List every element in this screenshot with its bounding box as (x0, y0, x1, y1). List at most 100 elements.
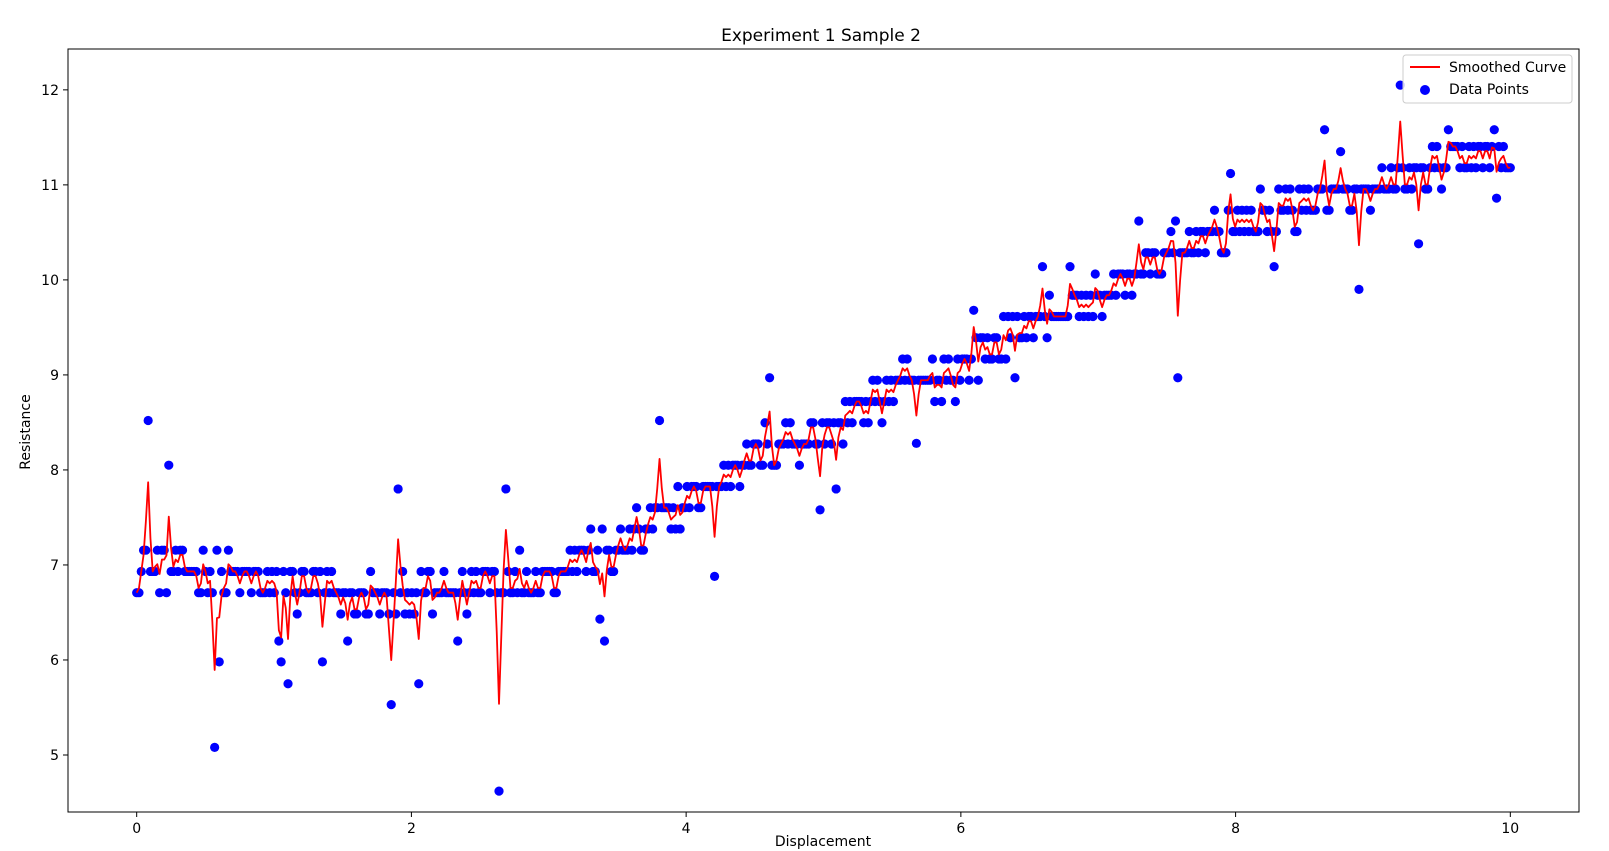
data-point (1319, 125, 1330, 135)
data-point (1471, 163, 1481, 173)
data-point (586, 524, 596, 534)
data-point (386, 700, 396, 710)
data-point (288, 566, 298, 577)
data-point (696, 503, 706, 513)
data-point (425, 566, 435, 577)
data-point (1145, 269, 1155, 279)
data-point (223, 545, 234, 555)
data-point (210, 742, 220, 752)
data-point (1457, 141, 1467, 152)
data-point (1377, 163, 1387, 173)
data-point (276, 657, 286, 667)
data-point (709, 571, 720, 581)
data-point (134, 588, 144, 598)
data-point (627, 545, 637, 555)
data-point (1498, 141, 1509, 152)
data-point (992, 333, 1002, 343)
data-point (471, 566, 481, 577)
data-point (648, 524, 658, 534)
data-point (510, 566, 520, 577)
data-point (235, 588, 245, 598)
data-point (675, 524, 685, 534)
data-point (1324, 205, 1334, 215)
data-point (1042, 333, 1052, 343)
data-point (872, 375, 882, 385)
data-point (1478, 163, 1488, 173)
data-point (1397, 163, 1408, 173)
data-point (1184, 226, 1194, 237)
x-tick-label: 0 (132, 821, 141, 837)
data-point (398, 566, 408, 577)
data-point (274, 636, 284, 646)
data-point (1120, 290, 1130, 300)
axes-frame (67, 48, 1580, 813)
data-point (1432, 141, 1442, 152)
data-point (1274, 184, 1284, 194)
data-point (877, 418, 887, 428)
y-tick-label: 9 (50, 368, 59, 384)
legend-point-swatch (1420, 85, 1430, 95)
legend: Smoothed Curve Data Points (1402, 54, 1573, 104)
data-point (794, 460, 805, 470)
data-point (1264, 205, 1275, 215)
data-point (476, 588, 486, 598)
data-point (1443, 125, 1453, 135)
data-point (1200, 248, 1210, 258)
data-point (831, 484, 841, 494)
data-point (911, 438, 921, 448)
data-point (1255, 184, 1265, 194)
data-point (973, 375, 983, 385)
data-point (343, 636, 353, 646)
data-point (1065, 261, 1075, 272)
data-point (758, 460, 768, 470)
data-point (416, 566, 426, 577)
data-point (902, 354, 912, 364)
data-point (551, 588, 561, 598)
data-point (375, 609, 385, 619)
data-point (391, 609, 401, 619)
data-point (1209, 205, 1220, 215)
data-point (485, 588, 495, 598)
data-point (1347, 205, 1357, 215)
data-point (253, 566, 263, 577)
data-point (1010, 373, 1020, 383)
data-point (969, 305, 979, 315)
data-point (1193, 248, 1204, 258)
data-point (212, 545, 222, 555)
data-point (164, 460, 174, 470)
data-point (531, 566, 541, 577)
data-point (1127, 290, 1137, 300)
data-point (317, 657, 328, 667)
data-point (863, 418, 873, 428)
data-point (808, 418, 818, 428)
data-point (489, 566, 500, 577)
data-point (1037, 261, 1048, 272)
data-point (599, 636, 610, 646)
data-point (1138, 269, 1148, 279)
data-point (815, 505, 825, 515)
data-point (1170, 216, 1181, 226)
data-point (547, 566, 557, 577)
data-point (409, 609, 419, 619)
data-point (457, 566, 467, 577)
data-point (191, 566, 201, 577)
data-point (888, 396, 899, 407)
data-point (1407, 184, 1417, 194)
data-point (521, 566, 532, 577)
data-point (581, 566, 591, 577)
data-point (198, 545, 208, 555)
data-point (347, 588, 357, 598)
data-point (196, 588, 206, 598)
plot-area (132, 80, 1515, 796)
data-point (1485, 163, 1495, 173)
data-point (336, 609, 346, 619)
data-point (1489, 125, 1499, 135)
data-point (141, 545, 151, 555)
data-point (668, 503, 678, 513)
data-point (382, 588, 392, 598)
data-point (982, 333, 993, 343)
data-point (1150, 248, 1160, 258)
data-point (1491, 193, 1502, 203)
chart-title: Experiment 1 Sample 2 (721, 26, 921, 46)
data-point (1354, 284, 1364, 294)
